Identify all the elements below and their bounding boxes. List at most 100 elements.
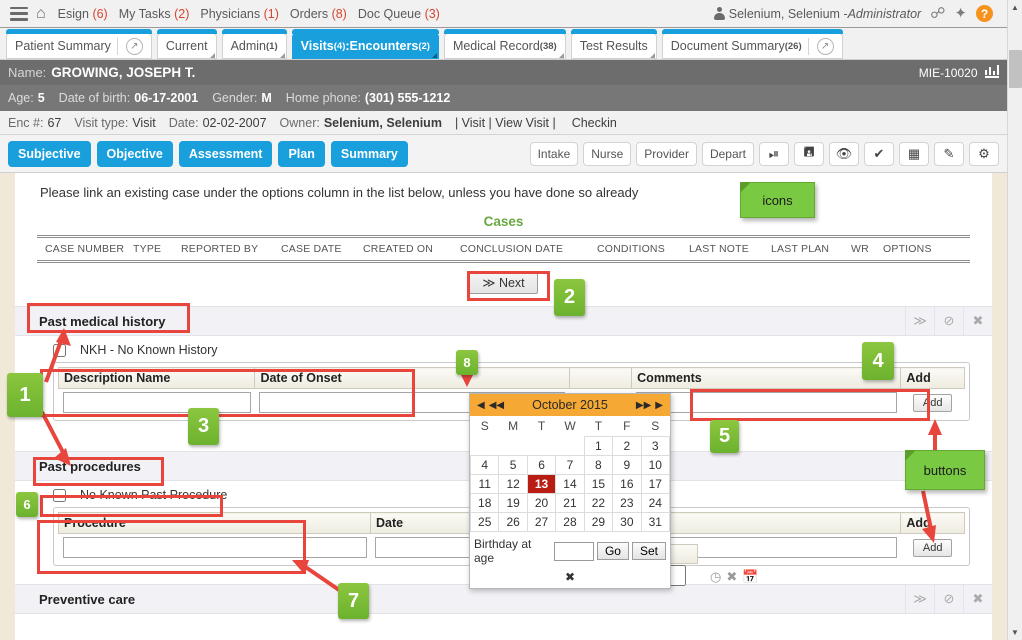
calendar-day-7[interactable]: 7	[555, 455, 585, 475]
workflow-button-nurse[interactable]: Nurse	[583, 141, 632, 166]
calendar-day-4[interactable]: 4	[469, 455, 500, 475]
scrollbar-thumb[interactable]	[1009, 50, 1022, 88]
calendar-day-24[interactable]: 24	[640, 493, 671, 513]
tab-current[interactable]: Current	[156, 29, 217, 59]
close-icon[interactable]: ✖	[963, 307, 992, 335]
soap-button-summary[interactable]: Summary	[330, 140, 408, 167]
eject-icon[interactable]: ⏯	[759, 141, 789, 166]
prev-year-icon[interactable]: ◀	[477, 399, 485, 411]
clock-icon[interactable]: ◷	[710, 569, 722, 584]
tab-test-results[interactable]: Test Results	[570, 29, 657, 59]
calendar-day-21[interactable]: 21	[555, 493, 585, 513]
disable-icon[interactable]: ⊘	[934, 585, 963, 613]
calendar-day-20[interactable]: 20	[526, 493, 557, 513]
tab-corner-handle[interactable]	[558, 53, 564, 58]
tab-patient-summary[interactable]: Patient Summary ↗	[6, 29, 152, 59]
open-external-icon[interactable]: ↗	[816, 37, 834, 55]
calendar-day-27[interactable]: 27	[526, 512, 557, 532]
calendar-close-icon[interactable]: ✖	[564, 570, 576, 584]
calendar-day-14[interactable]: 14	[555, 474, 585, 494]
tab-medical-record[interactable]: Medical Record (38)	[443, 29, 566, 59]
pp-procedure-input[interactable]	[62, 537, 367, 558]
pp-notes-input[interactable]	[634, 537, 897, 558]
check-icon[interactable]: ✔	[864, 141, 894, 166]
eye-icon[interactable]: 👁	[829, 141, 859, 166]
tab-document-summary[interactable]: Document Summary (26) ↗	[661, 29, 843, 59]
soap-button-plan[interactable]: Plan	[278, 140, 325, 167]
calendar-day-29[interactable]: 29	[583, 512, 614, 532]
calendar-day-30[interactable]: 30	[612, 512, 642, 532]
workflow-button-intake[interactable]: Intake	[529, 141, 579, 166]
nkpp-checkbox[interactable]	[53, 488, 66, 502]
calendar-day-15[interactable]: 15	[583, 474, 614, 494]
soap-button-assessment[interactable]: Assessment	[178, 140, 273, 167]
help-icon[interactable]: ?	[976, 5, 993, 22]
open-external-icon[interactable]: ↗	[125, 37, 143, 55]
calendar-icon[interactable]: 📅	[742, 569, 759, 584]
clear-icon[interactable]: ✖	[726, 569, 738, 584]
gears-icon[interactable]: ⚙	[969, 141, 999, 166]
prev-month-icon[interactable]: ◀◀	[488, 399, 505, 411]
calendar-day-22[interactable]: 22	[583, 493, 614, 513]
scroll-up-icon[interactable]: ▲	[1011, 3, 1019, 12]
calendar-day-16[interactable]: 16	[612, 474, 642, 494]
next-month-icon[interactable]: ▶▶	[635, 399, 652, 411]
calendar-day-13[interactable]: 13	[526, 474, 557, 494]
nav-item-orders[interactable]: Orders (8)	[290, 7, 347, 21]
calendar-day-23[interactable]: 23	[612, 493, 642, 513]
tab-corner-handle[interactable]	[431, 53, 437, 58]
nav-item-physicians[interactable]: Physicians (1)	[200, 7, 279, 21]
nav-item-esign[interactable]: Esign (6)	[58, 7, 108, 21]
calendar-day-1[interactable]: 1	[583, 436, 614, 456]
calendar-day-28[interactable]: 28	[555, 512, 585, 532]
vertical-scrollbar[interactable]: ▲ ▼	[1007, 0, 1022, 640]
calendar-day-17[interactable]: 17	[640, 474, 671, 494]
close-icon[interactable]: ✖	[963, 585, 992, 613]
calendar-day-18[interactable]: 18	[469, 493, 500, 513]
save-icon[interactable]: 🖪	[794, 141, 824, 166]
calendar-go-button[interactable]: Go	[596, 542, 629, 560]
next-button[interactable]: ≫ Next	[469, 271, 538, 294]
collapse-icon[interactable]: ≫	[905, 585, 934, 613]
calendar-day-11[interactable]: 11	[469, 474, 500, 494]
tab-visits-encounters[interactable]: Visits (4) :Encounters (2)	[291, 29, 440, 59]
workflow-button-provider[interactable]: Provider	[636, 141, 697, 166]
wand-icon[interactable]: ✦	[954, 5, 967, 22]
calendar-day-5[interactable]: 5	[498, 455, 528, 475]
collapse-icon[interactable]: ≫	[905, 307, 934, 335]
hamburger-menu-icon[interactable]	[10, 6, 28, 21]
soap-button-objective[interactable]: Objective	[96, 140, 173, 167]
checkin-link[interactable]: Checkin	[571, 115, 617, 130]
disable-icon[interactable]: ⊘	[934, 307, 963, 335]
tab-corner-handle[interactable]	[649, 53, 655, 58]
calendar-day-10[interactable]: 10	[640, 455, 671, 475]
tab-corner-handle[interactable]	[279, 53, 285, 58]
home-icon[interactable]: ⌂	[36, 4, 46, 22]
link-icon[interactable]: ☍	[930, 5, 946, 22]
calendar-day-3[interactable]: 3	[640, 436, 671, 456]
workflow-button-depart[interactable]: Depart	[701, 141, 754, 166]
edit-icon[interactable]: ✎	[934, 141, 964, 166]
bar-chart-icon[interactable]	[984, 65, 999, 78]
calendar-day-31[interactable]: 31	[640, 512, 671, 532]
tab-corner-handle[interactable]	[209, 53, 215, 58]
pmh-description-input[interactable]	[62, 392, 251, 413]
tab-admin[interactable]: Admin (1)	[221, 29, 287, 59]
pp-add-button[interactable]: Add	[912, 538, 953, 557]
scroll-down-icon[interactable]: ▼	[1011, 628, 1019, 637]
nav-item-my-tasks[interactable]: My Tasks (2)	[119, 7, 190, 21]
calendar-day-9[interactable]: 9	[612, 455, 642, 475]
birthday-at-age-input[interactable]	[553, 541, 594, 561]
calendar-day-12[interactable]: 12	[498, 474, 528, 494]
user-account[interactable]: Selenium, Selenium - Administrator	[713, 7, 921, 21]
calendar-day-2[interactable]: 2	[612, 436, 642, 456]
visit-links[interactable]: | Visit | View Visit |	[454, 115, 556, 130]
soap-button-subjective[interactable]: Subjective	[8, 140, 91, 167]
calendar-day-19[interactable]: 19	[498, 493, 528, 513]
calendar-day-26[interactable]: 26	[498, 512, 528, 532]
next-year-icon[interactable]: ▶	[655, 399, 663, 411]
pmh-comments-input[interactable]	[635, 392, 897, 413]
nav-item-doc-queue[interactable]: Doc Queue (3)	[358, 7, 440, 21]
calendar-day-25[interactable]: 25	[469, 512, 500, 532]
